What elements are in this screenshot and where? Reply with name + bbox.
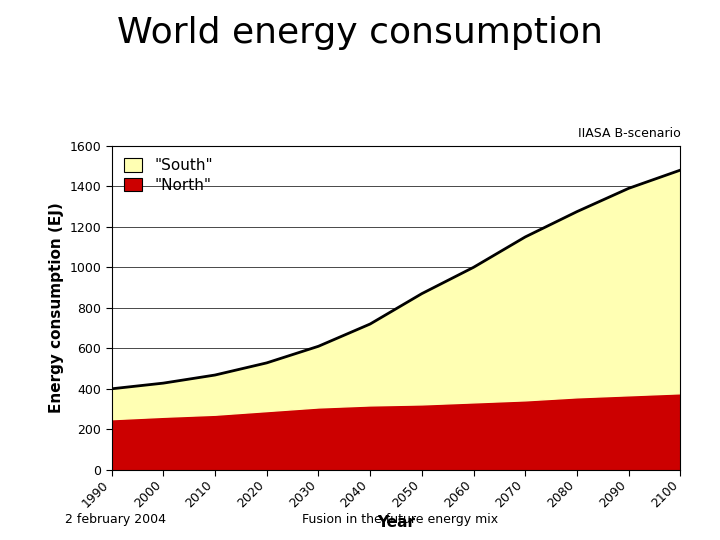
X-axis label: Year: Year: [377, 515, 415, 530]
Text: IIASA B-scenario: IIASA B-scenario: [577, 127, 680, 140]
Text: World energy consumption: World energy consumption: [117, 16, 603, 50]
Y-axis label: Energy consumption (EJ): Energy consumption (EJ): [49, 202, 64, 413]
Text: Fusion in the future energy mix: Fusion in the future energy mix: [302, 514, 498, 526]
Text: 2 february 2004: 2 february 2004: [65, 514, 166, 526]
Legend: "South", "North": "South", "North": [120, 153, 217, 197]
